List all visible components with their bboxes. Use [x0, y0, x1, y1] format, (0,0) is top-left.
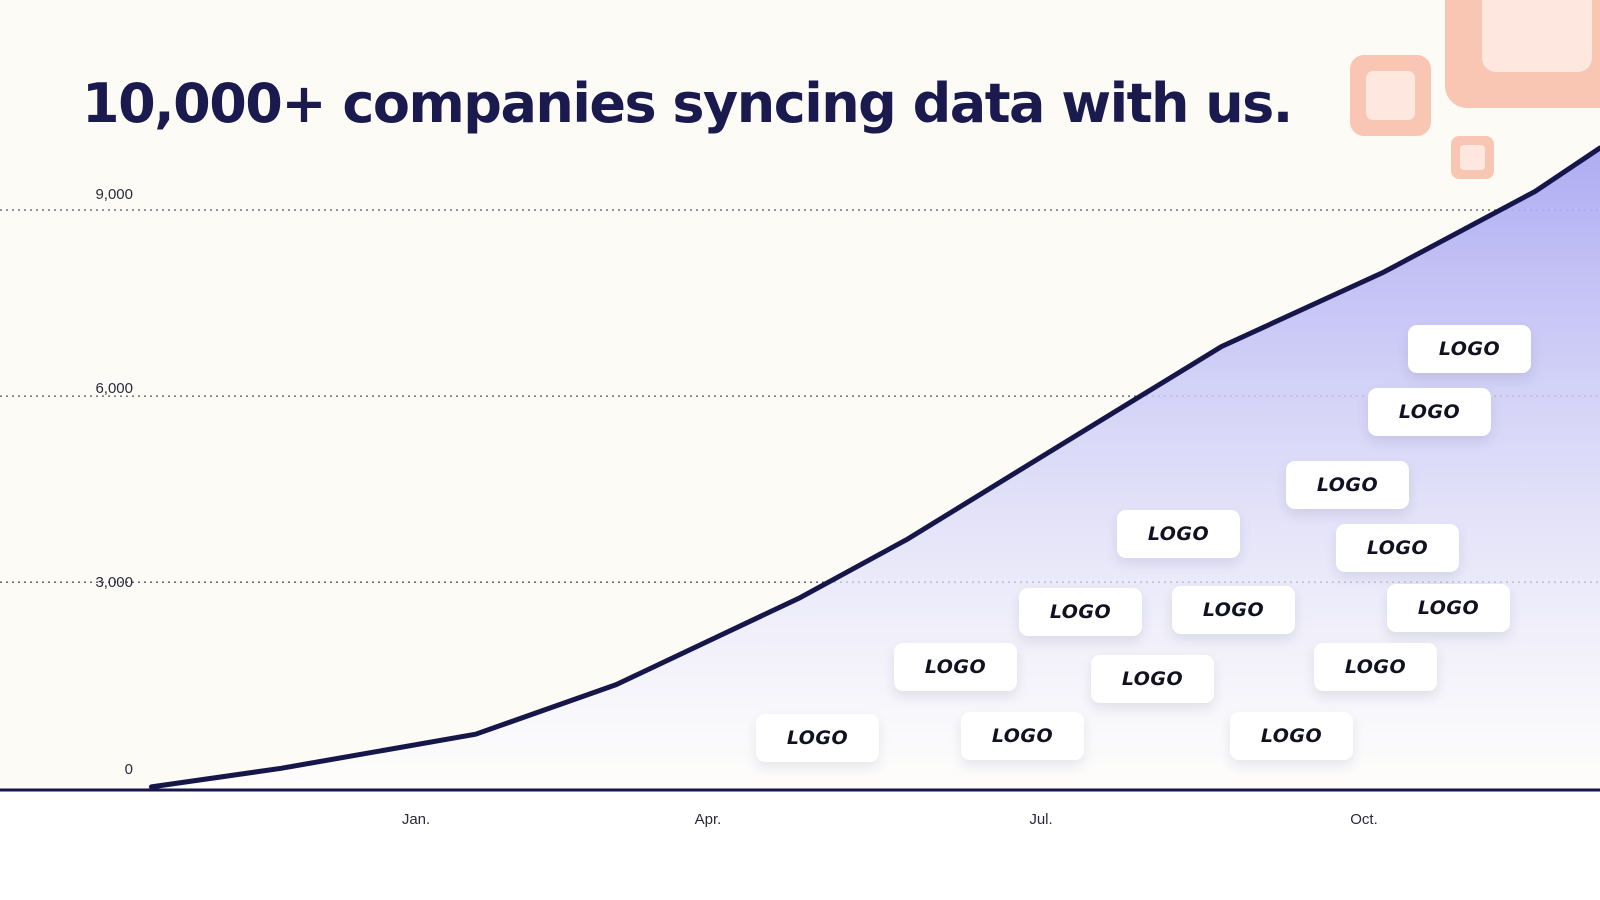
- y-tick-label-0: 0: [124, 761, 133, 778]
- customer-logo-11: LOGO: [1314, 643, 1437, 691]
- page-title: 10,000+ companies syncing data with us.: [82, 72, 1293, 135]
- customer-logo-3: LOGO: [1286, 461, 1409, 509]
- customer-logo-5: LOGO: [1336, 524, 1459, 572]
- y-tick-label-6000: 6,000: [95, 380, 133, 397]
- customer-logo-8: LOGO: [1387, 584, 1510, 632]
- customer-logo-10: LOGO: [1091, 655, 1214, 703]
- decor-square-medium-inner: [1366, 71, 1415, 120]
- customer-logo-7: LOGO: [1172, 586, 1295, 634]
- series-line-companies: [148, 145, 1600, 790]
- x-tick-label-jan: Jan.: [401, 811, 431, 828]
- y-tick-label-3000: 3,000: [95, 574, 133, 591]
- y-tick-label-9000: 9,000: [95, 186, 133, 203]
- customer-logo-14: LOGO: [1230, 712, 1353, 760]
- customer-logo-12: LOGO: [756, 714, 879, 762]
- customer-logo-9: LOGO: [894, 643, 1017, 691]
- decor-square-medium: [1350, 55, 1431, 136]
- customer-logo-2: LOGO: [1368, 388, 1491, 436]
- x-tick-label-oct: Oct.: [1350, 811, 1378, 828]
- customer-logo-4: LOGO: [1117, 510, 1240, 558]
- decor-square-small-inner: [1460, 145, 1485, 170]
- x-tick-label-jul: Jul.: [1029, 811, 1053, 828]
- customer-logo-1: LOGO: [1408, 325, 1531, 373]
- customer-logo-13: LOGO: [961, 712, 1084, 760]
- customer-logo-6: LOGO: [1019, 588, 1142, 636]
- decor-square-large-inner: [1482, 0, 1592, 72]
- x-tick-label-apr: Apr.: [694, 811, 722, 828]
